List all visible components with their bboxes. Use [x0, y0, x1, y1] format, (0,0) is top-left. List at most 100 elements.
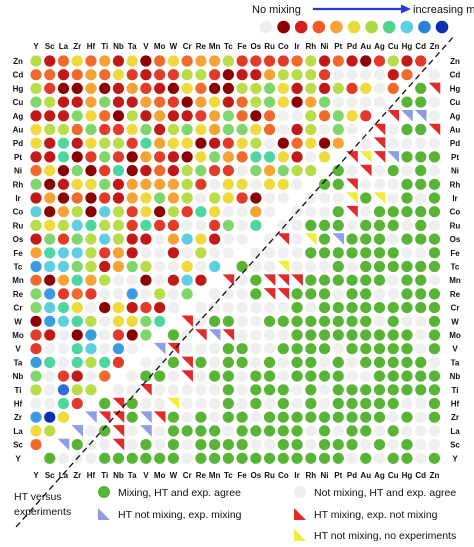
pair-cell [387, 274, 399, 286]
pair-cell [428, 260, 441, 273]
pair-cell [387, 110, 400, 122]
pair-cell [126, 302, 138, 314]
pair-cell [126, 69, 138, 81]
pair-cell [277, 439, 289, 451]
pair-cell [277, 343, 289, 355]
pair-cell [415, 452, 427, 464]
pair-cell [250, 55, 262, 67]
col-label-bottom: Mo [154, 471, 166, 480]
pair-cell [154, 247, 166, 259]
pair-cell [209, 343, 221, 355]
pair-cell [44, 384, 56, 396]
col-label-top: Zr [73, 42, 81, 51]
pair-cell [140, 192, 152, 204]
pair-cell [99, 315, 111, 327]
pair-cell [112, 247, 125, 259]
pair-cell [332, 55, 344, 67]
pair-cell [154, 425, 166, 437]
pair-cell [167, 178, 179, 190]
pair-cell [428, 82, 441, 95]
pair-cell [263, 178, 276, 190]
pair-cell [332, 425, 344, 437]
pair-cell [209, 151, 221, 163]
pair-cell [305, 151, 317, 163]
pair-cell [209, 233, 221, 245]
legend-label: Mixing, HT and exp. agree [118, 487, 241, 499]
top-legend: No mixing increasing mixing [252, 4, 474, 34]
pair-cell [401, 247, 413, 259]
pair-cell [126, 260, 138, 273]
pair-cell [263, 165, 276, 177]
pair-cell [154, 288, 166, 300]
row-label-right: V [452, 345, 458, 354]
pair-cell [195, 343, 207, 355]
row-label-right: Au [450, 126, 461, 135]
pair-cell [112, 206, 125, 218]
pair-cell [387, 397, 399, 410]
pair-cell [57, 315, 70, 327]
pair-cell [387, 69, 399, 81]
pair-cell [291, 384, 303, 396]
pair-cell [195, 397, 207, 410]
pair-cell [318, 82, 331, 94]
pair-cell [277, 110, 289, 122]
pair-cell [99, 356, 111, 368]
pair-cell [181, 439, 193, 451]
pair-cell [250, 384, 262, 396]
pair-cell [291, 247, 303, 259]
pair-cell [195, 247, 207, 259]
pair-cell [85, 439, 97, 451]
pair-cell [140, 69, 152, 81]
pair-cell [30, 69, 42, 81]
pair-cell [263, 315, 276, 327]
pair-cell [44, 151, 56, 163]
row-label-right: Ru [450, 221, 461, 230]
pair-cell [263, 151, 276, 163]
pair-cell [332, 274, 344, 286]
pair-cell [305, 165, 317, 177]
pair-cell [209, 178, 221, 190]
pair-cell [126, 178, 138, 190]
pair-cell [154, 260, 166, 273]
pair-cell [126, 206, 138, 218]
pair-cell [373, 260, 386, 273]
pair-cell [236, 397, 248, 410]
pair-cell [332, 110, 344, 122]
pair-cell [236, 343, 248, 355]
col-label-bottom: Hg [402, 471, 413, 480]
pair-cell [98, 411, 111, 423]
legend-marker [98, 486, 110, 498]
pair-cell [373, 123, 386, 136]
pair-cell [44, 370, 56, 382]
pair-cell [263, 370, 276, 382]
pair-cell [222, 192, 234, 204]
pair-cell [318, 425, 331, 437]
pair-cell [71, 384, 83, 396]
pair-cell [387, 55, 399, 67]
row-label-right: Zn [450, 57, 460, 66]
pair-cell [360, 452, 372, 464]
pair-cell [277, 55, 289, 67]
pair-cell [181, 233, 193, 245]
row-label-left: V [15, 345, 21, 354]
pair-cell [85, 425, 97, 437]
no-mixing-label: No mixing [252, 4, 301, 16]
pair-cell [209, 302, 221, 314]
pair-cell [346, 425, 358, 437]
pair-cell [99, 192, 111, 204]
pair-cell [236, 55, 248, 67]
pair-cell [71, 206, 83, 218]
pair-cell [318, 192, 331, 204]
pair-cell [332, 452, 344, 464]
row-label-right: Zr [451, 413, 459, 422]
legend-marker [294, 508, 306, 520]
pair-cell [44, 274, 56, 286]
row-label-right: Ti [452, 386, 459, 395]
pair-cell [415, 274, 427, 286]
pair-cell [44, 356, 56, 368]
pair-cell [112, 315, 125, 327]
pair-cell [305, 439, 317, 451]
pair-cell [209, 397, 221, 410]
pair-cell [332, 356, 344, 368]
pair-cell [195, 315, 207, 327]
